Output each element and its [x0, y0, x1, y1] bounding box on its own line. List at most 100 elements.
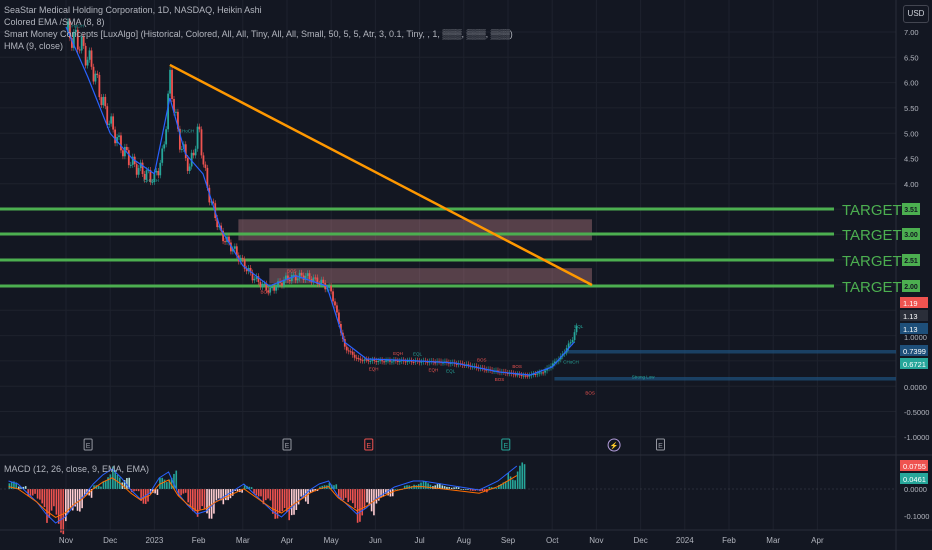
candle-body	[92, 66, 95, 82]
price-tick: -1.0000	[904, 433, 929, 442]
smc-legend[interactable]: Smart Money Concepts [LuxAlgo] (Historic…	[4, 29, 513, 39]
candle-body	[306, 273, 309, 276]
candle-body	[116, 137, 118, 144]
candle-body	[375, 360, 378, 362]
macd-histogram-bar	[184, 489, 187, 493]
candle-body	[522, 375, 525, 377]
candle-body	[257, 276, 260, 283]
candle-body	[365, 359, 368, 361]
signal-line	[8, 475, 518, 518]
smc-label: CHoCH	[563, 360, 579, 365]
macd-histogram-bar	[123, 480, 126, 489]
candle-body	[338, 312, 340, 324]
candle-body	[275, 287, 277, 291]
time-tick: Jun	[369, 536, 382, 545]
candle-body	[314, 277, 317, 279]
macd-value: 0.0461	[903, 475, 926, 484]
candle-body	[175, 111, 177, 113]
candle-body	[265, 283, 268, 291]
macd-histogram-bar	[519, 465, 521, 489]
candle-body	[410, 360, 413, 362]
candle-body	[198, 126, 201, 130]
macd-histogram-bar	[201, 489, 203, 507]
earnings-marker: E	[503, 443, 508, 450]
macd-histogram-bar	[304, 489, 307, 502]
supply-zone	[238, 219, 592, 241]
macd-histogram-bar	[352, 489, 354, 504]
smc-zones	[238, 219, 896, 381]
macd-histogram-bar	[514, 480, 516, 489]
candle-body	[202, 155, 205, 165]
macd-histogram-bar	[248, 486, 251, 489]
candle-body	[169, 69, 171, 94]
candle-body	[210, 201, 213, 203]
macd-histogram-bar	[10, 481, 13, 489]
candle-body	[442, 362, 444, 364]
candle-body	[253, 278, 256, 281]
candle-body	[100, 97, 103, 106]
ema-sma-legend[interactable]: Colored EMA /SMA (8, 8)	[4, 17, 105, 27]
candle-body	[455, 363, 458, 365]
macd-histogram-bar	[370, 489, 373, 512]
target-label: TARGET 2	[842, 253, 914, 270]
macd-histogram-bar	[290, 489, 293, 516]
macd-histogram-bar	[333, 485, 335, 489]
macd-histogram-bar	[490, 487, 493, 489]
candle-body	[122, 150, 124, 157]
macd-histogram-bar	[302, 489, 305, 499]
smc-label: EQL	[446, 369, 456, 374]
price-tick: 6.00	[904, 79, 919, 88]
candle-body	[151, 181, 154, 183]
candle-body	[286, 275, 289, 280]
hma-legend[interactable]: HMA (9, close)	[4, 41, 64, 51]
macd-histogram-bar	[293, 489, 295, 515]
macd-value: 0.0755	[903, 462, 926, 471]
target-tag	[902, 228, 920, 240]
candle-body	[69, 21, 71, 39]
candle-body	[251, 272, 254, 281]
candle-body	[118, 135, 120, 138]
demand-zone	[554, 377, 896, 381]
candle-body	[277, 281, 279, 288]
candle-body	[320, 279, 323, 285]
candle-body	[145, 170, 148, 180]
macd-histogram-bar	[220, 489, 222, 501]
macd-histogram-bar	[8, 483, 11, 489]
macd-histogram-bar	[406, 485, 408, 489]
macd-histogram-bar	[27, 489, 29, 497]
macd-legend[interactable]: MACD (12, 26, close, 9, EMA, EMA)	[4, 464, 150, 474]
candle-body	[534, 373, 537, 375]
macd-histogram-bar	[102, 481, 105, 489]
candle-body	[387, 360, 389, 362]
macd-histogram-bar	[187, 489, 189, 503]
candle-body	[396, 360, 399, 362]
macd-histogram-bar	[457, 487, 460, 489]
earnings-marker-box	[282, 438, 292, 451]
candle-body	[312, 277, 315, 283]
candle-body	[290, 275, 293, 282]
candle-body	[398, 361, 401, 363]
macd-histogram-bar	[410, 486, 413, 489]
candle-body	[373, 359, 376, 361]
symbol-title[interactable]: SeaStar Medical Holding Corporation, 1D,…	[4, 5, 262, 15]
macd-histogram-bar	[283, 489, 286, 509]
macd-histogram-bar	[57, 489, 60, 524]
candle-body	[82, 36, 85, 46]
macd-histogram-bar	[281, 489, 284, 512]
macd-histogram-bar	[434, 485, 437, 489]
macd-histogram-bar	[443, 486, 446, 489]
candle-body	[296, 278, 299, 281]
macd-histogram-bar	[521, 462, 524, 489]
candle-body	[263, 283, 266, 285]
macd-histogram-bar	[31, 489, 34, 496]
candle-body	[127, 150, 130, 166]
candle-body	[80, 36, 83, 51]
candle-body	[239, 257, 242, 262]
macd-histogram-bar	[177, 489, 180, 497]
currency-button[interactable]: USD	[903, 5, 929, 23]
macd-histogram-bar	[504, 481, 507, 489]
macd-histogram-bar	[152, 489, 154, 493]
price-tag-value: 1.13	[903, 312, 918, 321]
time-tick: Sep	[501, 536, 516, 545]
